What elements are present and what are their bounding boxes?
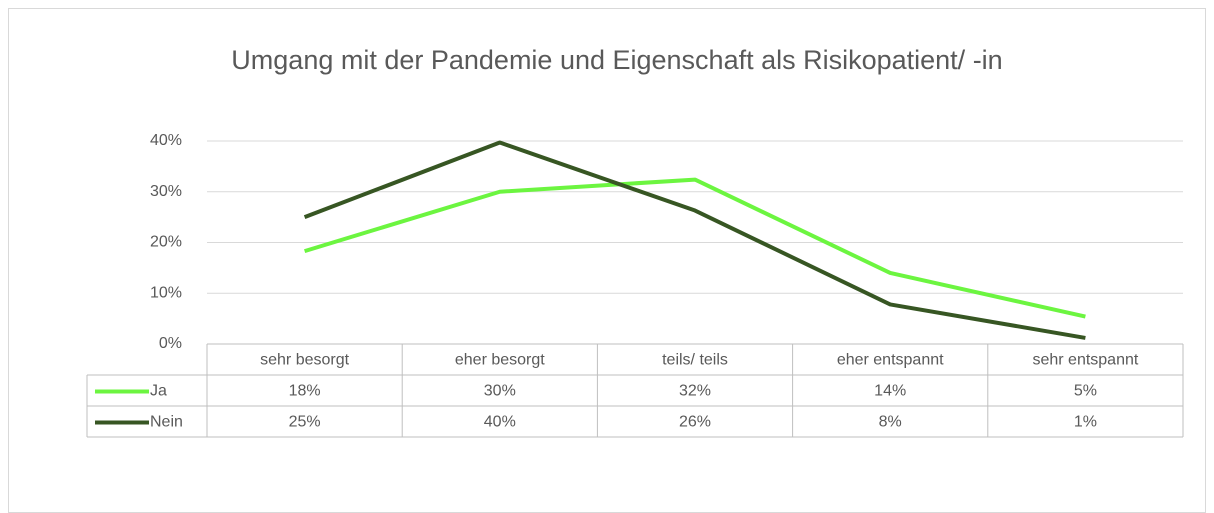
y-tick-label: 20%: [150, 234, 182, 251]
x-tick-label: teils/ teils: [662, 352, 728, 369]
series-line: [304, 177, 1086, 319]
table-value: 40%: [484, 414, 516, 431]
table-value: 30%: [484, 383, 516, 400]
y-tick-label: 0%: [159, 335, 182, 352]
x-tick-label: eher besorgt: [455, 352, 545, 369]
x-tick-label: sehr entspannt: [1032, 352, 1138, 369]
table-value: 25%: [289, 414, 321, 431]
table-value: 32%: [679, 383, 711, 400]
table-value: 14%: [874, 383, 906, 400]
table-value: 8%: [879, 414, 902, 431]
x-tick-label: sehr besorgt: [260, 352, 349, 369]
table-value: 26%: [679, 414, 711, 431]
table-value: 18%: [289, 383, 321, 400]
chart-title: Umgang mit der Pandemie und Eigenschaft …: [231, 45, 1003, 75]
y-tick-label: 10%: [150, 284, 182, 301]
legend-label: Ja: [150, 383, 167, 400]
x-tick-label: eher entspannt: [837, 352, 944, 369]
series-line: [303, 140, 1086, 340]
legend-label: Nein: [150, 414, 183, 431]
table-value: 1%: [1074, 414, 1097, 431]
y-tick-label: 30%: [150, 183, 182, 200]
table-value: 5%: [1074, 383, 1097, 400]
y-tick-label: 40%: [150, 132, 182, 149]
